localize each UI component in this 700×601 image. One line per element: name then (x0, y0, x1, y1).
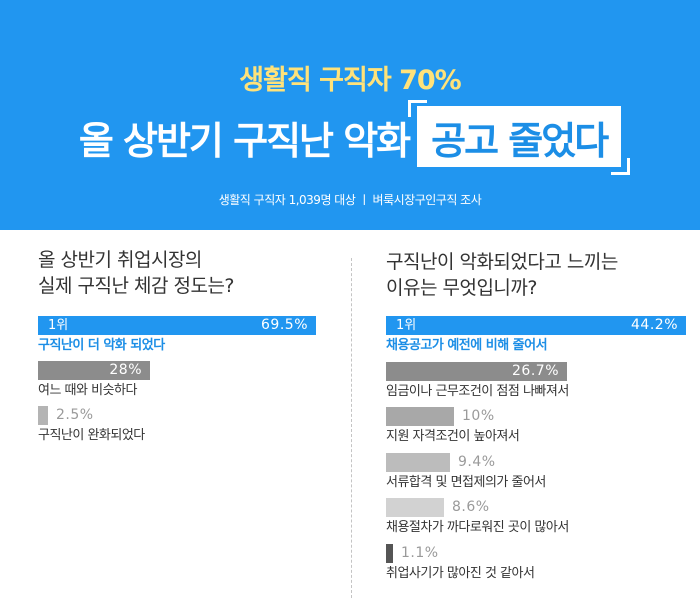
header-banner: 생활직 구직자 70% 올 상반기 구직난 악화 공고 줄었다 생활직 구직자 1… (0, 0, 700, 230)
chart-2-value-label: 26.7% (512, 362, 559, 379)
chart-2-value-label: 10% (462, 408, 495, 425)
chart-1-category-label: 구직난이 더 악화 되었다 (38, 338, 165, 353)
chart-2-rank-label: 1위 (396, 318, 417, 333)
chart-1-bar (38, 406, 48, 425)
chart-2-bar (386, 544, 393, 563)
chart-2-value-label: 9.4% (458, 453, 496, 470)
chart-1-value-label: 28% (109, 362, 142, 378)
chart-2-category-label: 지원 자격조건이 높아져서 (386, 429, 520, 445)
chart-1-category-label: 구직난이 완화되었다 (38, 428, 145, 443)
chart-2-category-label: 서류합격 및 면접제의가 줄어서 (386, 474, 546, 490)
corner-bracket-icon (408, 100, 428, 117)
header-title: 올 상반기 구직난 악화 공고 줄었다 (0, 100, 700, 175)
chart-2-bar (386, 452, 450, 472)
chart-1-title-line-1: 올 상반기 취업시장의 (38, 249, 202, 271)
chart-1-title-line-2: 실제 구직난 체감 정도는? (38, 275, 235, 297)
chart-1-value-label: 2.5% (56, 407, 94, 423)
chart-2-value-label: 1.1% (401, 545, 439, 561)
chart-2-category-label: 채용절차가 까다로워진 곳이 많아서 (386, 520, 569, 536)
header-title-highlight: 공고 줄었다 (408, 100, 631, 175)
chart-2-bar (386, 498, 444, 518)
chart-2-value-label: 44.2% (631, 317, 678, 333)
column-divider (351, 258, 352, 598)
chart-1-category-label: 여느 때와 비슷하다 (38, 383, 137, 398)
chart-2-title-line-1: 구직난이 악화되었다고 느끼는 (386, 251, 618, 273)
chart-1-bar: 28% (38, 361, 150, 380)
chart-2-category-label: 임금이나 근무조건이 점점 나빠져서 (386, 383, 569, 399)
corner-bracket-icon (611, 158, 631, 175)
header-subtitle: 생활직 구직자 70% (239, 65, 461, 96)
chart-2-title: 구직난이 악화되었다고 느끼는 이유는 무엇입니까? (386, 249, 618, 301)
chart-2-title-line-2: 이유는 무엇입니까? (386, 277, 537, 299)
chart-2-category-label: 취업사기가 많아진 것 같아서 (386, 566, 535, 581)
survey-source: 생활직 구직자 1,039명 대상 ㅣ 벼룩시장구인구직 조사 (218, 193, 482, 207)
chart-1-title: 올 상반기 취업시장의 실제 구직난 체감 정도는? (38, 247, 235, 299)
chart-1-rank-label: 1위 (48, 318, 69, 333)
chart-2-category-label: 채용공고가 예전에 비해 줄어서 (386, 338, 548, 353)
header-title-main: 올 상반기 구직난 악화 (78, 119, 411, 163)
chart-2-bar: 26.7% (386, 361, 567, 381)
header-title-highlight-text: 공고 줄었다 (431, 119, 609, 163)
chart-2-bar: 1위 44.2% (386, 316, 686, 335)
chart-2-value-label: 8.6% (452, 499, 490, 516)
chart-2-bar (386, 407, 454, 427)
chart-1-value-label: 69.5% (261, 317, 308, 333)
chart-1-bar: 1위 69.5% (38, 316, 316, 335)
